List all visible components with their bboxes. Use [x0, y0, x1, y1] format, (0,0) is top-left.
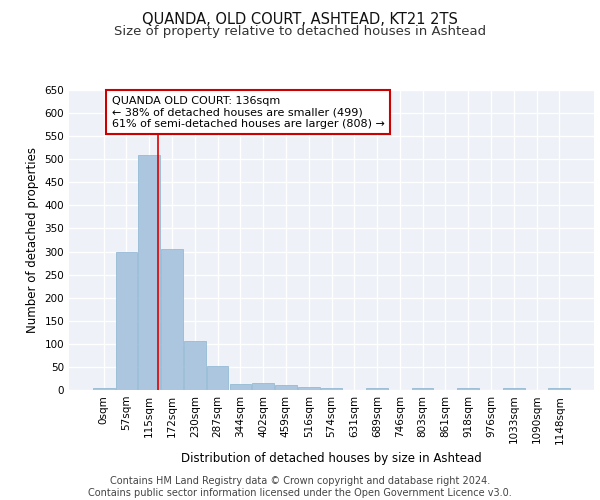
- Bar: [230, 384, 251, 390]
- Bar: [548, 388, 570, 390]
- Bar: [503, 388, 524, 390]
- Text: Contains HM Land Registry data © Crown copyright and database right 2024.
Contai: Contains HM Land Registry data © Crown c…: [88, 476, 512, 498]
- Bar: [184, 340, 206, 390]
- Bar: [207, 366, 229, 390]
- Bar: [275, 386, 297, 390]
- Text: QUANDA OLD COURT: 136sqm
← 38% of detached houses are smaller (499)
61% of semi-: QUANDA OLD COURT: 136sqm ← 38% of detach…: [112, 96, 385, 128]
- Bar: [366, 388, 388, 390]
- Bar: [457, 388, 479, 390]
- Bar: [139, 154, 160, 390]
- Bar: [298, 387, 320, 390]
- Bar: [320, 388, 343, 390]
- X-axis label: Distribution of detached houses by size in Ashtead: Distribution of detached houses by size …: [181, 452, 482, 465]
- Bar: [93, 388, 115, 390]
- Text: QUANDA, OLD COURT, ASHTEAD, KT21 2TS: QUANDA, OLD COURT, ASHTEAD, KT21 2TS: [142, 12, 458, 28]
- Bar: [161, 249, 183, 390]
- Bar: [116, 252, 137, 390]
- Bar: [253, 383, 274, 390]
- Y-axis label: Number of detached properties: Number of detached properties: [26, 147, 39, 333]
- Bar: [412, 388, 433, 390]
- Text: Size of property relative to detached houses in Ashtead: Size of property relative to detached ho…: [114, 25, 486, 38]
